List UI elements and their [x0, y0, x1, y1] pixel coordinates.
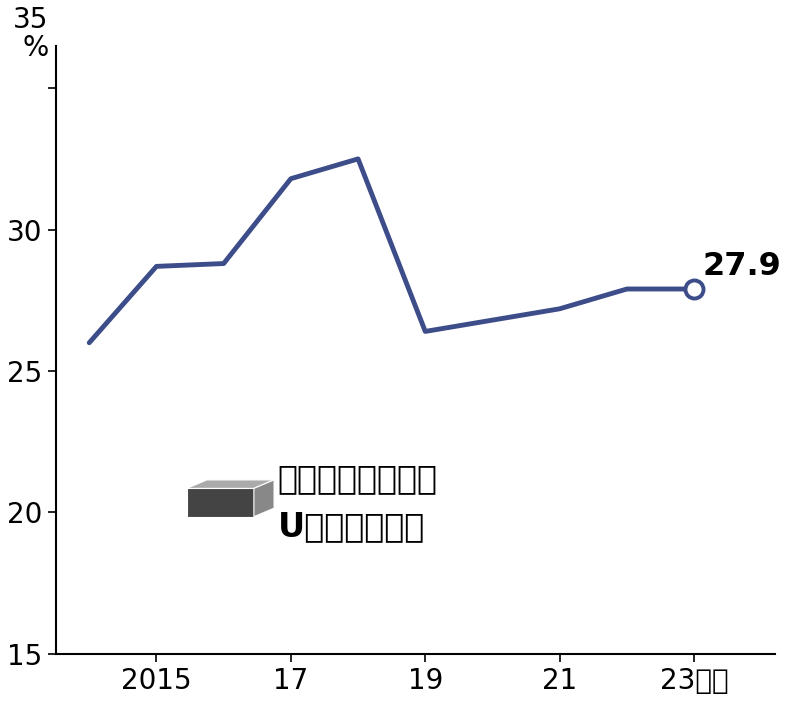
Text: 27.9: 27.9 — [702, 251, 781, 282]
Text: 県外大学卒業者の: 県外大学卒業者の — [278, 462, 437, 495]
Polygon shape — [254, 480, 274, 517]
Text: 35: 35 — [13, 6, 49, 34]
Text: Uターン就職率: Uターン就職率 — [278, 510, 425, 543]
Text: %: % — [22, 34, 49, 62]
Polygon shape — [187, 489, 254, 517]
Polygon shape — [187, 480, 274, 489]
